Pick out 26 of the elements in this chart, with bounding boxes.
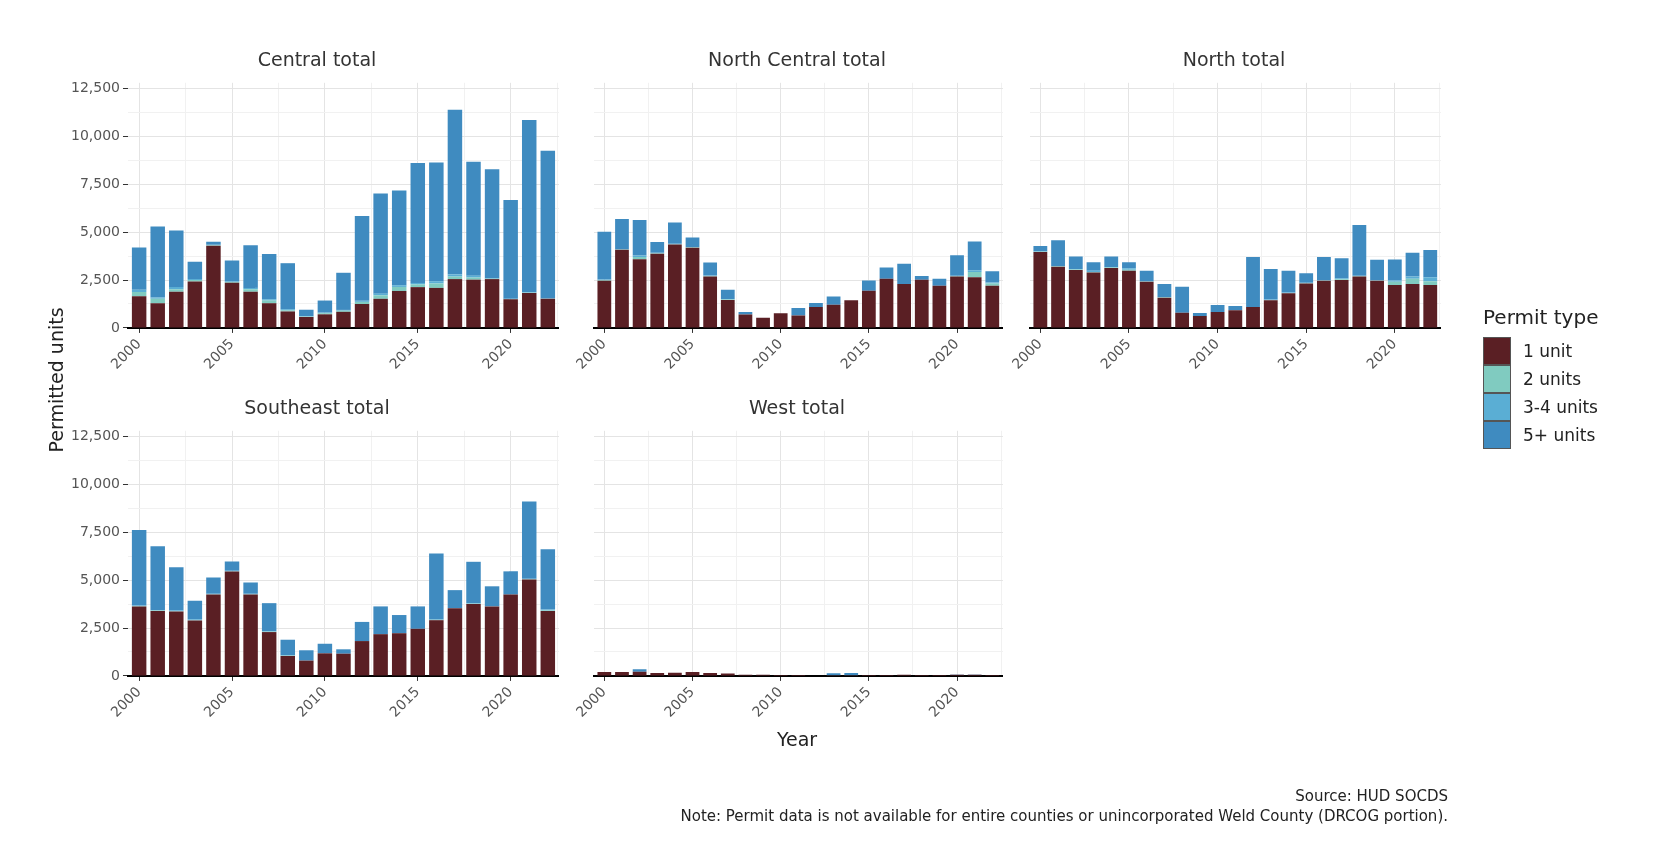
chart-title: West total [748, 396, 846, 419]
legend-label: 5+ units [1523, 425, 1596, 445]
x-axis-title: Year [776, 728, 818, 750]
chart-title: North Central total [708, 48, 886, 71]
y-axis-title: Permitted units [45, 307, 67, 453]
chart-title: Central total [257, 48, 377, 71]
y-tick-label: 7,500 [79, 174, 120, 191]
y-tick-label: 7,500 [79, 522, 120, 539]
legend-label: 3-4 units [1523, 397, 1598, 417]
text: Note: Permit data is not available for entire counties or unincorporated Weld County (DRCOG portion). [680, 807, 1448, 825]
y-tick-label: 10,000 [70, 127, 120, 144]
y-tick-label: 2,500 [79, 618, 120, 635]
y-tick-label: 5,000 [79, 222, 120, 239]
legend-label: 2 units [1523, 369, 1582, 389]
source-note: Source: HUD SOCDS [1295, 787, 1448, 805]
y-tick-label: 2,500 [79, 270, 120, 287]
y-tick-label: 5,000 [79, 570, 120, 587]
chart-title: North total [1182, 48, 1286, 71]
y-tick-label: 12,500 [70, 427, 120, 444]
y-tick-label: 12,500 [70, 79, 120, 96]
chart-title: Southeast total [244, 396, 390, 419]
y-tick-label: 0 [111, 666, 120, 683]
y-tick-label: 0 [111, 318, 120, 335]
legend-label: 1 unit [1523, 341, 1573, 361]
y-tick-label: 10,000 [70, 475, 120, 492]
legend-title: Permit type [1483, 305, 1599, 329]
